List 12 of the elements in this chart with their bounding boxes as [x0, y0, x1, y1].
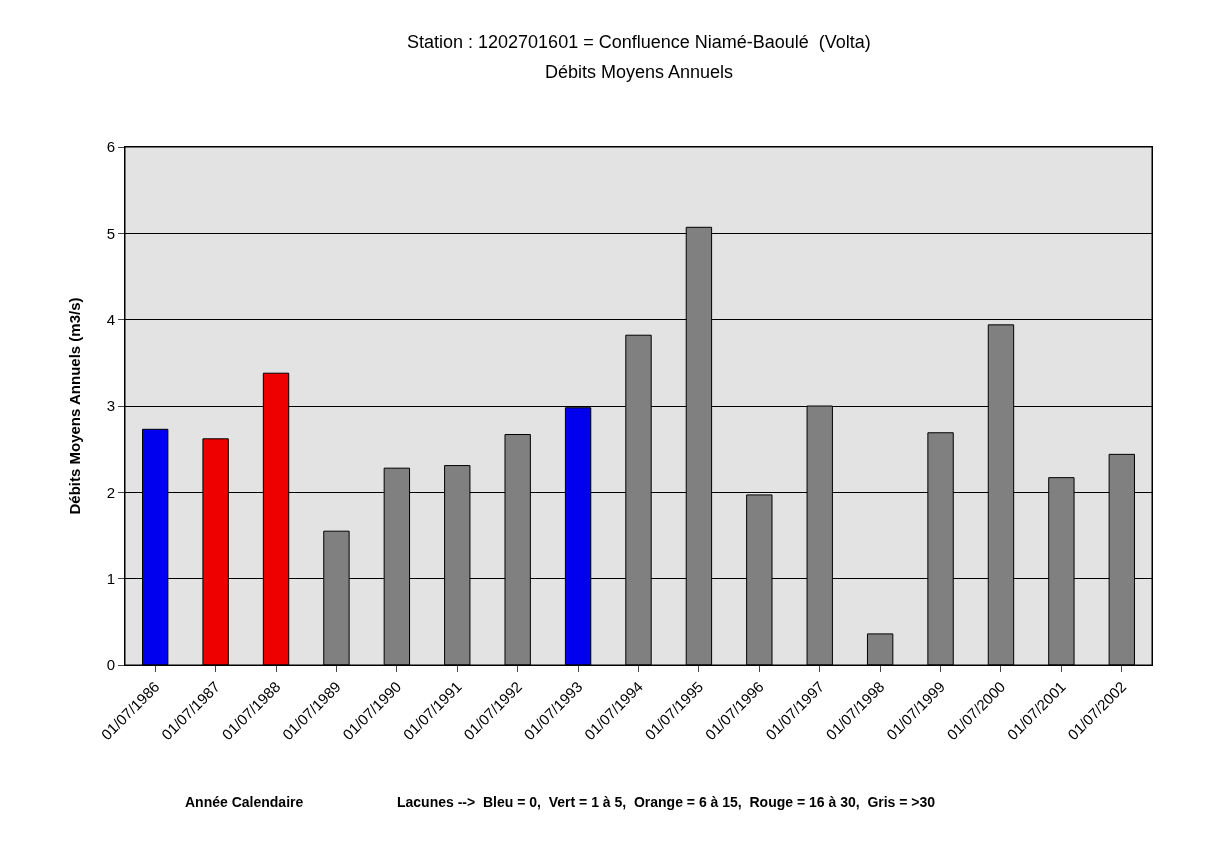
text: Lacunes --> Bleu = 0, Vert = 1 à 5, Orange = 6 à 15, Rouge = 16 à 30, Gris = >30 [397, 794, 936, 810]
y-tick-label: 6 [106, 138, 115, 156]
chart-title: Station : 1202701601 = Confluence Niamé-Baoulé (Volta) [407, 32, 871, 52]
x-axis-title: Année Calendaire [185, 794, 304, 810]
chart-subtitle: Débits Moyens Annuels [545, 62, 734, 82]
y-tick-label: 5 [106, 224, 115, 242]
y-axis-title: Débits Moyens Annuels (m3/s) [65, 297, 83, 515]
y-tick-label: 4 [106, 310, 115, 328]
y-tick-label: 2 [106, 483, 115, 501]
y-tick-label: 3 [106, 397, 115, 415]
y-tick-label: 1 [106, 569, 115, 587]
y-tick-label: 0 [106, 656, 115, 674]
